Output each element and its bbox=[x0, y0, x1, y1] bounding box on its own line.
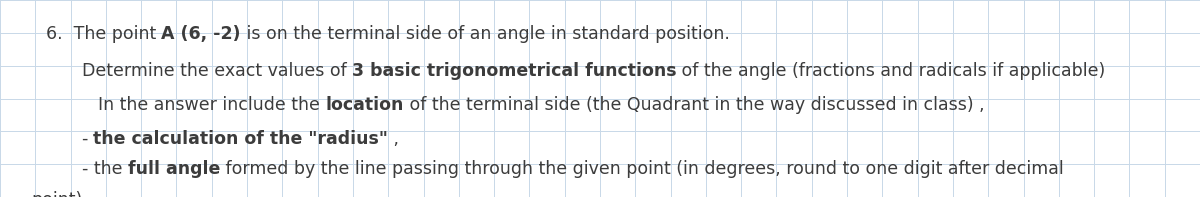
Text: formed by the line passing through the given point (in degrees, round to one dig: formed by the line passing through the g… bbox=[220, 160, 1063, 178]
Text: is on the terminal side of an angle in standard position.: is on the terminal side of an angle in s… bbox=[241, 25, 730, 43]
Text: of the angle (fractions and radicals if applicable): of the angle (fractions and radicals if … bbox=[677, 62, 1105, 80]
Text: 6.  The point: 6. The point bbox=[46, 25, 161, 43]
Text: 3 basic trigonometrical functions: 3 basic trigonometrical functions bbox=[352, 62, 677, 80]
Text: the calculation of the "radius": the calculation of the "radius" bbox=[94, 130, 389, 148]
Text: point): point) bbox=[31, 191, 83, 197]
Text: full angle: full angle bbox=[127, 160, 220, 178]
Text: A (6, -2): A (6, -2) bbox=[161, 25, 241, 43]
Text: -: - bbox=[82, 130, 94, 148]
Text: ,: , bbox=[389, 130, 400, 148]
Text: of the terminal side (the Quadrant in the way discussed in class) ,: of the terminal side (the Quadrant in th… bbox=[404, 96, 985, 114]
Text: - the: - the bbox=[82, 160, 127, 178]
Text: location: location bbox=[325, 96, 404, 114]
Text: Determine the exact values of: Determine the exact values of bbox=[82, 62, 352, 80]
Text: In the answer include the: In the answer include the bbox=[98, 96, 325, 114]
